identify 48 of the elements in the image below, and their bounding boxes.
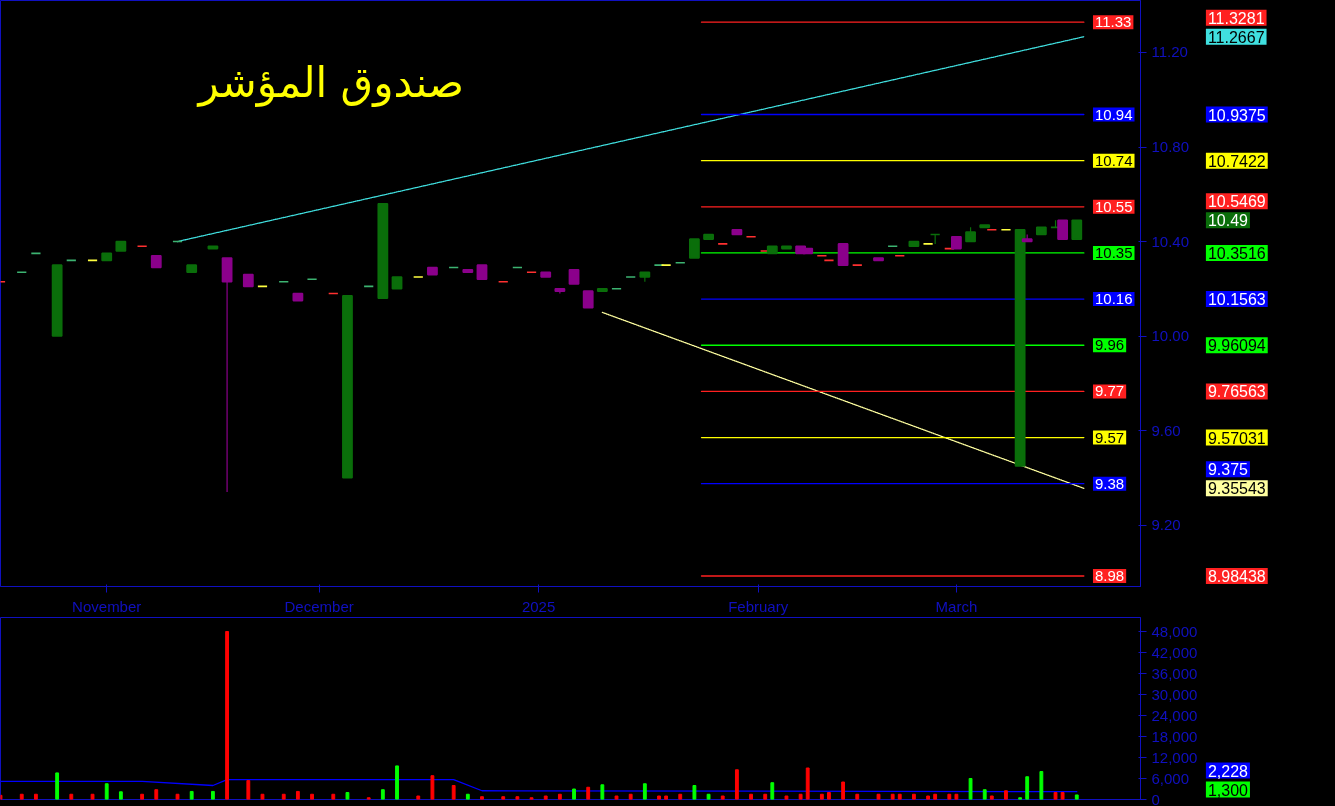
y-tick-label: 9.60 [1151, 421, 1181, 439]
y-tick-label: 11.20 [1151, 43, 1188, 61]
text: 11.3281 [1207, 9, 1265, 27]
text: 10.5469 [1207, 193, 1266, 211]
y-tick-label: 42,000 [1151, 643, 1198, 661]
text: 9.96094 [1207, 337, 1266, 355]
x-tick-label: 2025 [521, 597, 556, 615]
data-label: 10.94 [1094, 105, 1133, 123]
y-tick-label: 6,000 [1151, 769, 1190, 787]
y-tick-label: 10.80 [1151, 138, 1190, 155]
data-label: 9.77 [1094, 382, 1125, 400]
x-tick-label: March [935, 597, 978, 615]
data-label: 10.55 [1094, 197, 1133, 215]
data-label: 9.96 [1094, 336, 1125, 354]
text: 9.375 [1207, 461, 1249, 479]
text: 10.9375 [1207, 106, 1266, 124]
text: 2,228 [1207, 762, 1249, 780]
data-label: 10.74 [1094, 151, 1133, 169]
y-tick-label: 10.40 [1151, 232, 1190, 250]
text: صندوق المؤشر [196, 58, 464, 108]
text: 9.76563 [1207, 383, 1266, 401]
data-label: 10.35 [1094, 243, 1133, 261]
data-label: 9.38 [1094, 474, 1125, 492]
text: 10.1563 [1207, 291, 1266, 309]
y-tick-label: 12,000 [1151, 748, 1198, 766]
y-tick-label: 0 [1151, 790, 1160, 806]
x-tick-label: November [72, 597, 142, 615]
text: 10.3516 [1207, 244, 1266, 262]
data-label: 11.33 [1094, 13, 1132, 31]
x-tick-label: December [284, 597, 354, 615]
text: 9.57031 [1207, 429, 1266, 447]
data-label: 9.57 [1094, 428, 1125, 446]
text: 1,300 [1207, 781, 1249, 799]
y-tick-label: 18,000 [1151, 727, 1198, 745]
x-tick-label: February [728, 597, 789, 615]
text: 10.7422 [1207, 152, 1266, 170]
y-tick-label: 10.00 [1151, 327, 1190, 345]
y-tick-label: 48,000 [1151, 622, 1198, 640]
data-label: 10.16 [1094, 290, 1133, 308]
data-label: 8.98 [1094, 567, 1125, 585]
y-tick-label: 9.20 [1151, 516, 1181, 534]
text: 10.49 [1207, 212, 1249, 230]
y-tick-label: 24,000 [1151, 706, 1198, 724]
text: 8.98438 [1207, 568, 1266, 586]
y-tick-label: 30,000 [1151, 685, 1198, 703]
text: 11.2667 [1207, 28, 1265, 46]
text: 9.35543 [1207, 480, 1266, 498]
y-tick-label: 36,000 [1151, 664, 1198, 682]
